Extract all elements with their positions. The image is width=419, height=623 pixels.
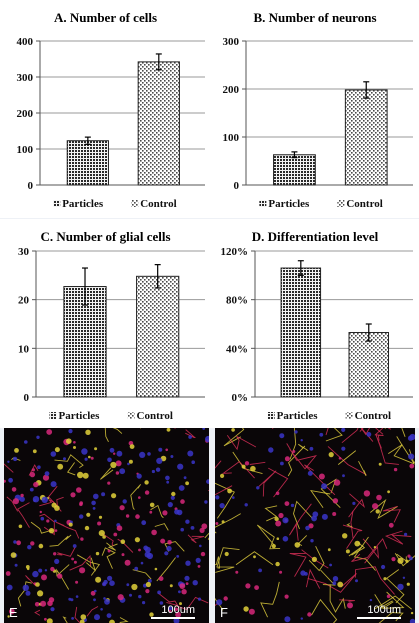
micrograph-f-scale-bar bbox=[357, 617, 401, 619]
chart-a-bar-control bbox=[137, 61, 180, 186]
chart-a-legend-swatch-control bbox=[131, 200, 139, 207]
chart-d-tick-label: 80% bbox=[226, 295, 248, 307]
chart-c-tick-label: 30 bbox=[18, 246, 30, 258]
chart-a-title: A. Number of cells bbox=[54, 10, 157, 25]
chart-a-legend-particles: Particles bbox=[62, 198, 104, 210]
micrograph-f-label: F bbox=[220, 605, 228, 620]
chart-a-tick-label: 400 bbox=[17, 36, 34, 48]
chart-d-error-bar-particles bbox=[297, 260, 304, 276]
chart-b-tick-label: 0 bbox=[234, 180, 240, 192]
chart-a-tick-label: 300 bbox=[17, 72, 34, 84]
chart-a-tick-label: 100 bbox=[17, 144, 34, 156]
chart-c-legend-swatch-particles bbox=[49, 412, 57, 419]
micrograph-e-cells bbox=[4, 428, 209, 623]
chart-a-svg: A. Number of cells 0 100 200 300 400 Particles… bbox=[17, 10, 205, 210]
chart-c-svg: C. Number of glial cells 0 10 20 30 Particles… bbox=[18, 229, 205, 422]
chart-b-bar-control bbox=[344, 89, 388, 186]
chart-d-tick-label: 40% bbox=[226, 343, 248, 355]
chart-d-legend-particles: Particles bbox=[277, 410, 319, 422]
chart-a-bar-particles bbox=[66, 140, 109, 186]
chart-d-legend-swatch-control bbox=[345, 412, 353, 419]
chart-d-bar-control bbox=[348, 332, 390, 398]
chart-a-legend-swatch-particles bbox=[53, 200, 61, 207]
chart-c-legend-control: Control bbox=[137, 410, 173, 422]
micrograph-e-scale-label: 100um bbox=[161, 604, 195, 616]
chart-b-tick-label: 300 bbox=[223, 36, 240, 48]
chart-c-tick-label: 0 bbox=[24, 392, 30, 404]
chart-b-legend-particles: Particles bbox=[268, 198, 310, 210]
chart-a-error-bar-particles bbox=[84, 136, 91, 145]
chart-b-legend-swatch-particles bbox=[259, 200, 267, 207]
chart-c-tick-label: 20 bbox=[18, 295, 30, 307]
chart-a-tick-label: 0 bbox=[28, 180, 34, 192]
chart-b-bar-particles bbox=[273, 154, 316, 186]
chart-d-error-bar-control bbox=[365, 323, 372, 342]
chart-c-bar-control bbox=[136, 275, 180, 398]
chart-d-legend-control: Control bbox=[355, 410, 391, 422]
chart-b-panel: B. Number of neurons 0 100 200 300 Particles C… bbox=[211, 0, 419, 218]
chart-b-tick-label: 200 bbox=[223, 84, 240, 96]
micrograph-f: F 100um bbox=[215, 428, 415, 623]
chart-b-svg: B. Number of neurons 0 100 200 300 Particles C… bbox=[223, 10, 413, 210]
micrograph-f-cells bbox=[215, 428, 415, 623]
chart-a-tick-label: 200 bbox=[17, 108, 34, 120]
micrograph-e: E 100um bbox=[4, 428, 209, 623]
chart-b-tick-label: 100 bbox=[223, 132, 240, 144]
chart-c-error-bar-particles bbox=[82, 267, 89, 306]
chart-b-legend-swatch-control bbox=[337, 200, 345, 207]
micrograph-f-scale-label: 100um bbox=[367, 604, 401, 616]
micrograph-e-label: E bbox=[9, 605, 18, 620]
chart-d-tick-label: 0% bbox=[232, 392, 249, 404]
chart-d-legend-swatch-particles bbox=[267, 412, 275, 419]
chart-c-panel: C. Number of glial cells 0 10 20 30 Particles… bbox=[0, 219, 211, 428]
chart-d-bar-particles bbox=[280, 267, 322, 398]
micrograph-e-scale-bar bbox=[151, 617, 195, 619]
chart-b-error-bar-control bbox=[363, 81, 370, 99]
chart-b-legend-control: Control bbox=[346, 198, 382, 210]
chart-a-error-bar-control bbox=[155, 53, 162, 71]
chart-c-legend-swatch-control bbox=[127, 412, 135, 419]
chart-d-title: D. Differentiation level bbox=[252, 229, 379, 244]
chart-c-legend-particles: Particles bbox=[59, 410, 101, 422]
chart-d-panel: D. Differentiation level 0% 40% 80% 120% Part… bbox=[211, 219, 419, 428]
chart-a-panel: A. Number of cells 0 100 200 300 400 Particles… bbox=[0, 0, 211, 218]
chart-a-legend-control: Control bbox=[140, 198, 176, 210]
chart-c-title: C. Number of glial cells bbox=[40, 229, 170, 244]
chart-c-tick-label: 10 bbox=[18, 343, 30, 355]
chart-b-title: B. Number of neurons bbox=[253, 10, 376, 25]
chart-c-error-bar-control bbox=[154, 264, 161, 289]
chart-d-svg: D. Differentiation level 0% 40% 80% 120% Part… bbox=[221, 229, 413, 422]
chart-b-error-bar-particles bbox=[291, 151, 298, 159]
chart-d-tick-label: 120% bbox=[221, 246, 249, 258]
